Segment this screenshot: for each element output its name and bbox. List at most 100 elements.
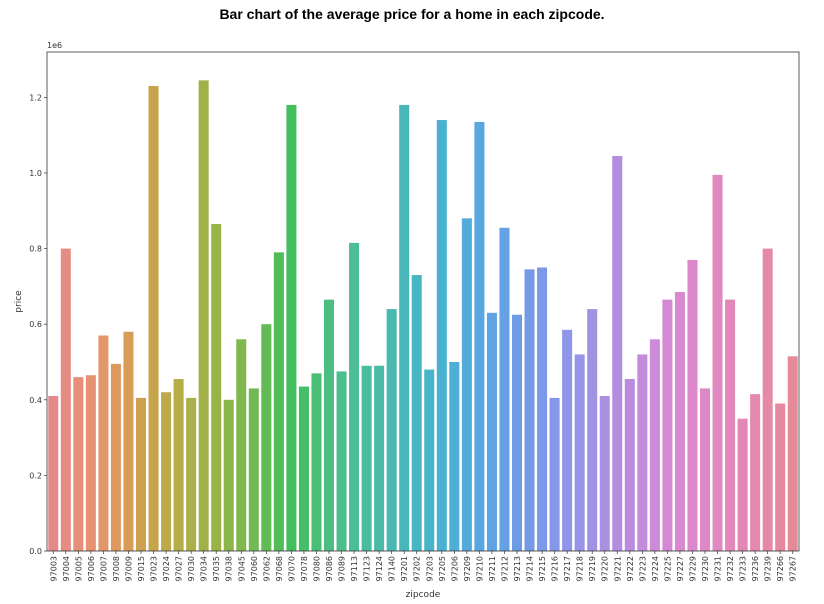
x-tick-label: 97006 [87,556,96,581]
bar-97216 [549,397,560,551]
bar-97027 [173,379,184,551]
x-tick-label: 97223 [638,556,647,581]
x-tick-label: 97267 [789,556,798,581]
bar-97086 [323,299,335,551]
x-tick-label: 97205 [438,556,447,581]
bar-97267 [787,356,798,551]
x-tick-label: 97221 [613,556,622,581]
x-tick-label: 97224 [651,556,660,581]
bar-97210 [474,121,485,551]
x-tick-label: 97024 [162,556,171,581]
x-tick-label: 97203 [425,556,434,581]
bar-97211 [486,312,497,551]
x-tick-label: 97086 [325,556,334,581]
bar-97045 [236,339,247,551]
x-tick-label: 97229 [688,556,697,581]
bar-97060 [248,388,259,551]
bar-97008 [110,363,121,552]
y-tick-label: 0.8 [29,245,42,254]
bar-97209 [461,218,472,551]
x-tick-label: 97003 [49,556,58,581]
x-tick-label: 97060 [250,556,259,581]
x-tick-label: 97123 [363,556,372,581]
bar-97024 [161,392,172,551]
bar-97233 [737,418,748,551]
x-tick-label: 97206 [450,556,459,581]
x-tick-label: 97211 [488,556,497,581]
bar-97266 [775,403,786,551]
x-tick-label: 97038 [225,556,234,581]
x-tick-label: 97062 [262,556,271,581]
x-tick-label: 97005 [74,556,83,581]
bar-97214 [524,269,535,551]
bar-97140 [386,309,397,551]
x-tick-label: 97219 [588,556,597,581]
bar-97236 [750,394,761,551]
y-axis: 0.0 0.2 0.4 0.6 0.8 1.0 1.2 [29,93,47,556]
bar-97232 [725,299,736,551]
y-tick-label: 0.6 [29,320,42,329]
x-tick-label: 97004 [62,556,71,581]
bar-97227 [674,292,685,551]
y-axis-label: price [14,290,24,313]
bars-group [48,80,798,552]
x-tick-label: 97233 [739,556,748,581]
x-tick-label: 97078 [300,556,309,581]
bar-97223 [637,354,648,551]
x-tick-label: 97215 [538,556,547,581]
bar-97003 [48,396,59,551]
x-tick-label: 97222 [626,556,635,581]
x-tick-label: 97068 [275,556,284,581]
bar-97068 [273,252,284,552]
x-tick-label: 97232 [726,556,735,581]
x-tick-label: 97034 [200,556,209,581]
bar-97221 [612,155,623,551]
bar-97007 [98,335,109,551]
bar-97215 [537,267,548,551]
x-tick-label: 97089 [338,556,347,581]
y-tick-label: 0.0 [29,547,42,556]
bar-97123 [361,365,372,551]
x-tick-label: 97217 [563,556,572,581]
x-tick-label: 97236 [751,556,760,581]
bar-97089 [336,371,347,551]
x-tick-label: 97007 [99,556,108,581]
x-tick-label: 97140 [388,556,397,581]
bar-97239 [762,248,773,551]
bar-97070 [286,104,297,552]
x-tick-label: 97266 [776,556,785,581]
x-tick-label: 97023 [150,556,159,581]
bar-97038 [223,399,234,551]
bar-97035 [211,224,222,551]
x-tick-label: 97230 [701,556,710,581]
bar-97213 [511,314,523,551]
bar-97113 [349,242,360,551]
y-tick-label: 1.2 [29,93,42,102]
x-tick-label: 97201 [400,556,409,581]
x-tick-label: 97080 [312,556,321,581]
bar-97218 [574,354,585,551]
y-tick-label: 0.4 [29,396,42,405]
bar-97005 [73,377,84,551]
x-tick-label: 97239 [764,556,773,581]
bar-97006 [85,375,96,551]
bar-97023 [148,86,159,552]
y-tick-label: 1.0 [29,169,42,178]
x-tick-label: 97070 [287,556,296,581]
scale-label: 1e6 [47,41,62,50]
x-tick-label: 97030 [187,556,196,581]
bar-97222 [624,379,635,551]
x-tick-label: 97225 [663,556,672,581]
chart-title: Bar chart of the average price for a hom… [219,6,605,22]
bar-97202 [411,275,422,551]
bar-97220 [599,396,610,551]
x-tick-label: 97216 [551,556,560,581]
x-tick-label: 97009 [124,556,133,581]
x-tick-label: 97213 [513,556,522,581]
bar-97201 [399,104,410,552]
bar-97015 [135,397,147,551]
x-tick-label: 97218 [576,556,585,581]
x-tick-label: 97202 [413,556,422,581]
plot-frame [46,51,800,552]
